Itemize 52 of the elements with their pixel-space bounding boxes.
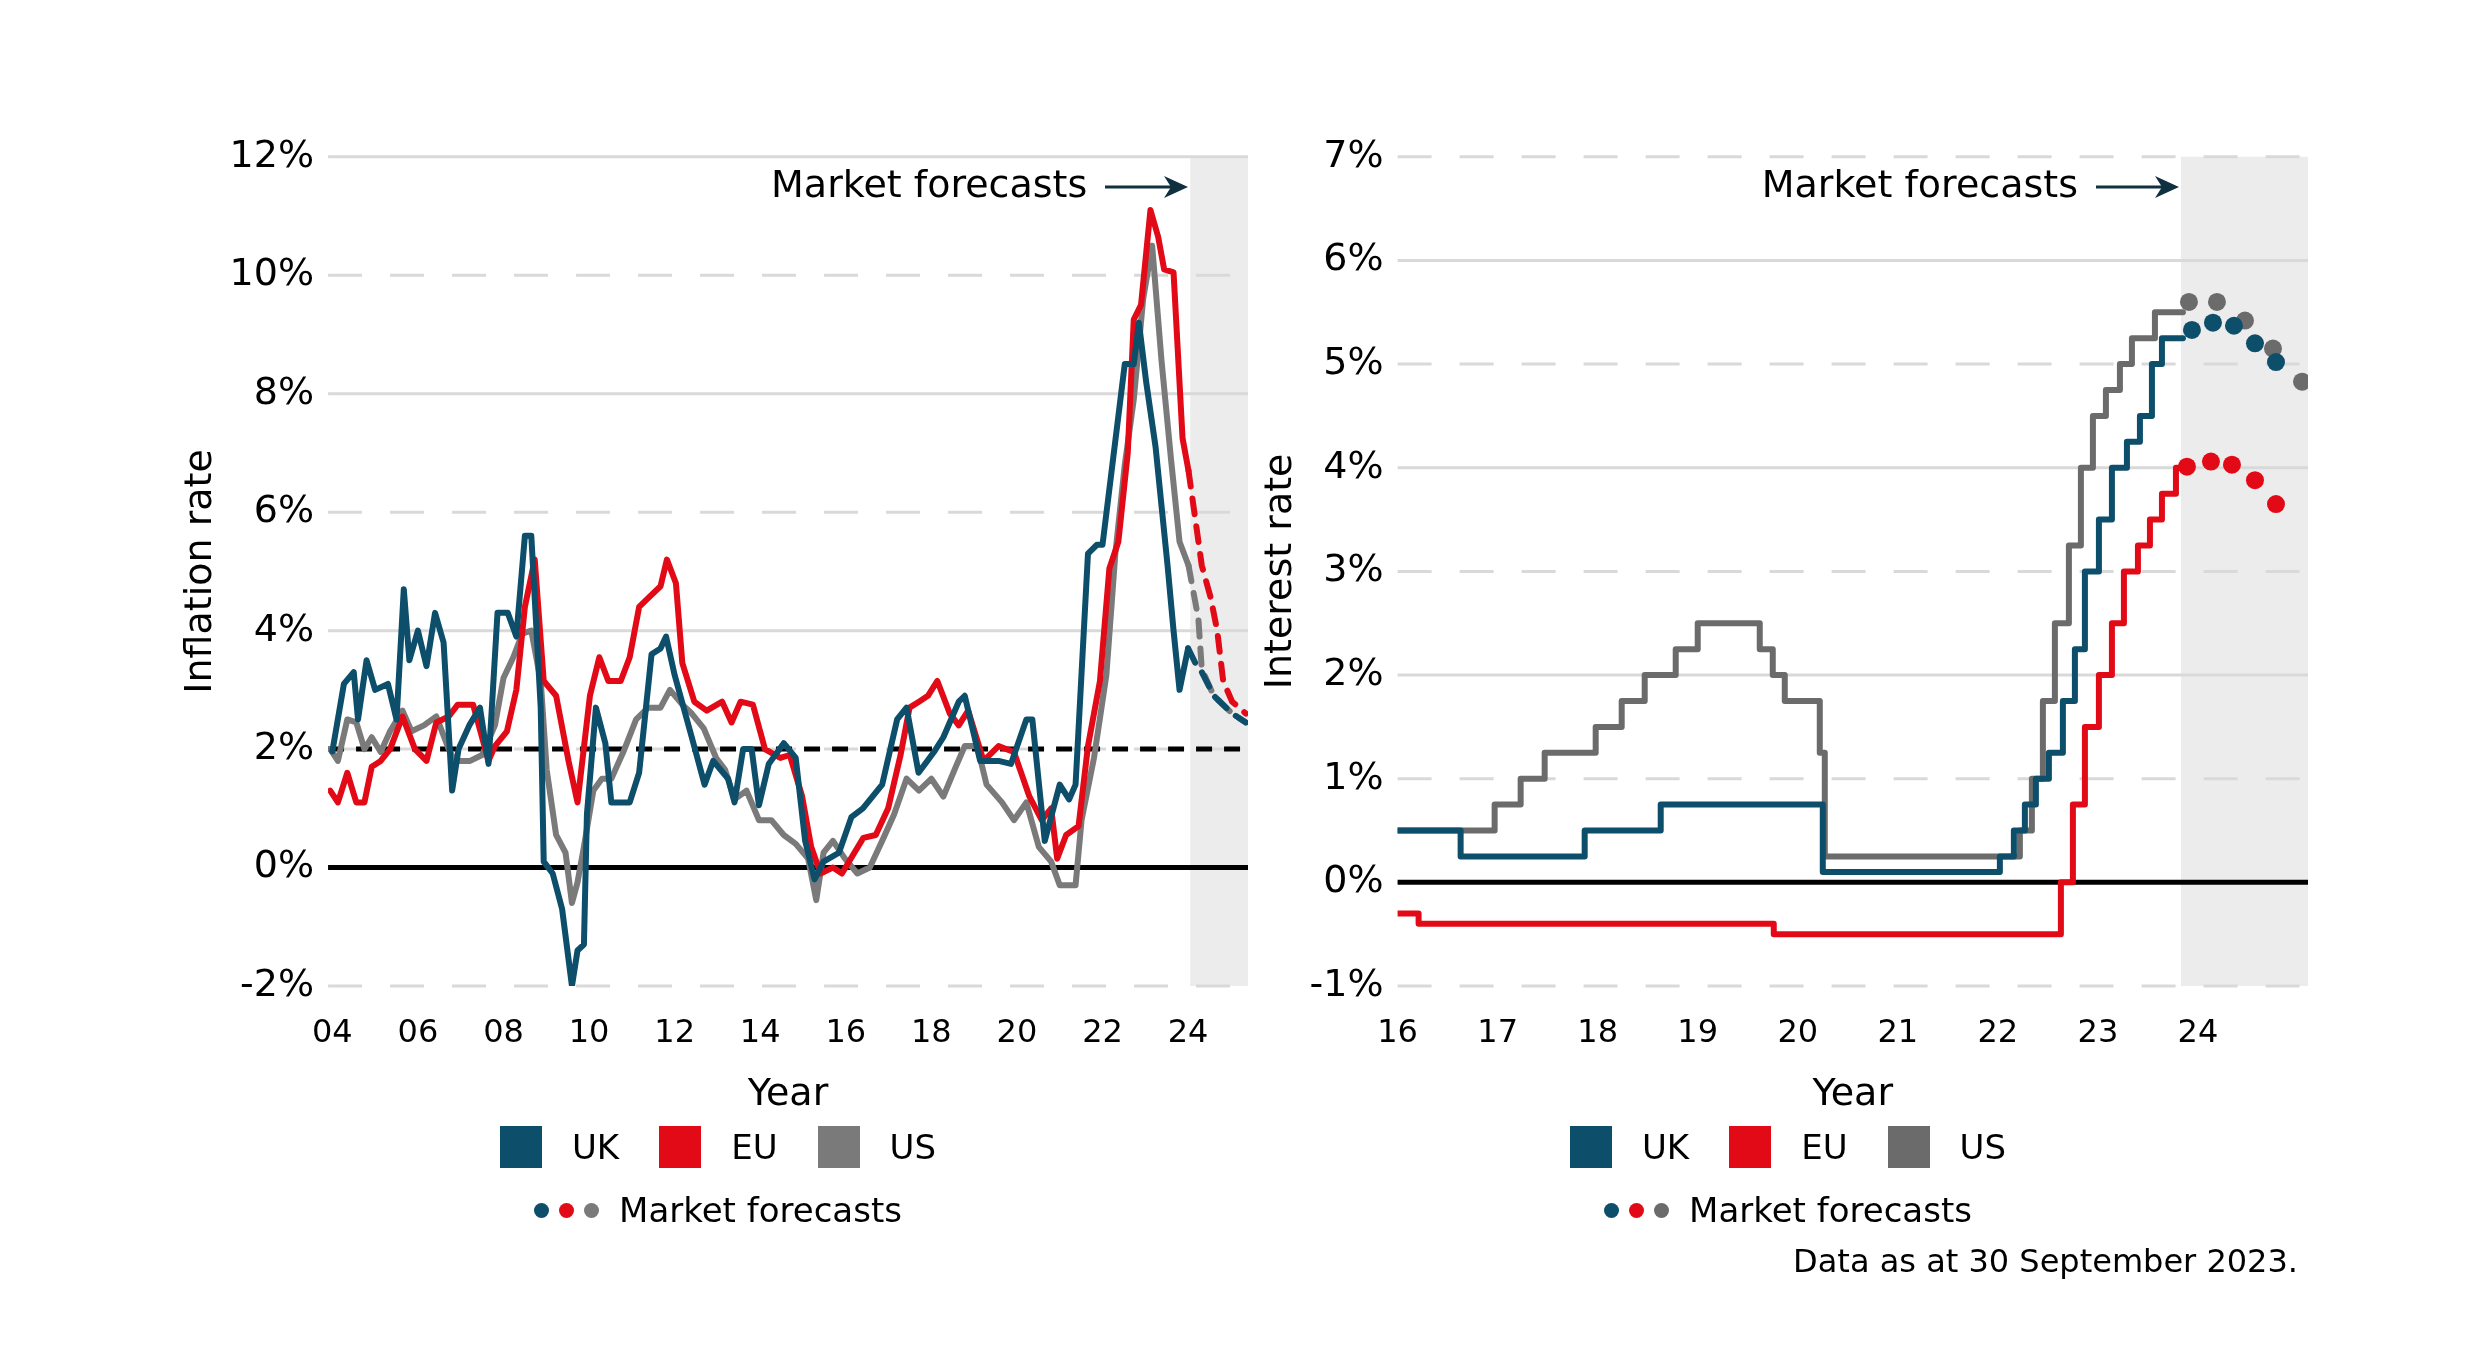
x-tick-label: 18 [911,1011,952,1050]
legend-label: UK [1641,1127,1690,1167]
y-tick-label: 12% [229,131,315,176]
x-axis-title: Year [1811,1070,1894,1115]
x-tick-label: 24 [2177,1011,2219,1050]
y-tick-label: 8% [253,368,315,413]
x-tick-label: 14 [739,1011,781,1050]
x-tick-label: 22 [1082,1011,1123,1050]
y-tick-label: 0% [253,842,315,887]
legend-label: EU [731,1127,778,1167]
x-tick-label: 19 [1677,1011,1719,1050]
x-tick-label: 08 [483,1011,524,1050]
x-tick-label: 23 [2077,1011,2119,1050]
band-label: Market forecasts [771,161,1088,206]
legend-label: EU [1801,1127,1848,1167]
x-tick-label: 16 [1377,1011,1418,1050]
x-tick-label: 18 [1577,1011,1619,1050]
legend-label: Market forecasts [619,1190,902,1230]
y-tick-label: -2% [240,960,315,1005]
y-tick-label: -1% [1309,960,1384,1005]
x-tick-label: 06 [397,1011,439,1050]
x-tick-label: 12 [654,1011,695,1050]
x-tick-label: 24 [1167,1011,1209,1050]
x-tick-label: 22 [1977,1011,2019,1050]
legend-label: UK [571,1127,620,1167]
legend-label: Market forecasts [1689,1190,1972,1230]
band-label: Market forecasts [1761,161,2078,206]
y-tick-label: 2% [1323,649,1384,694]
y-tick-label: 10% [229,250,315,295]
legend-label: US [1959,1127,2007,1167]
y-axis-title: Interest rate [1255,453,1300,690]
x-tick-label: 17 [1477,1011,1518,1050]
x-tick-label: 21 [1877,1011,1919,1050]
x-tick-label: 20 [996,1011,1038,1050]
y-tick-label: 2% [253,723,315,768]
x-tick-label: 16 [825,1011,867,1050]
x-tick-label: 20 [1777,1011,1819,1050]
x-tick-label: 04 [311,1011,353,1050]
text: Data as at 30 September 2023. [1792,1242,2299,1280]
y-tick-label: 3% [1323,546,1384,591]
y-tick-label: 6% [253,487,315,532]
y-axis-title: Inflation rate [175,449,220,694]
y-tick-label: 5% [1323,338,1384,383]
legend-label: US [889,1127,937,1167]
y-tick-label: 4% [1323,442,1384,487]
y-tick-label: 7% [1323,131,1384,176]
x-axis-title: Year [746,1070,829,1115]
x-tick-label: 10 [568,1011,610,1050]
y-tick-label: 4% [253,605,315,650]
y-tick-label: 6% [1323,235,1384,280]
y-tick-label: 0% [1323,857,1384,902]
y-tick-label: 1% [1323,753,1384,798]
